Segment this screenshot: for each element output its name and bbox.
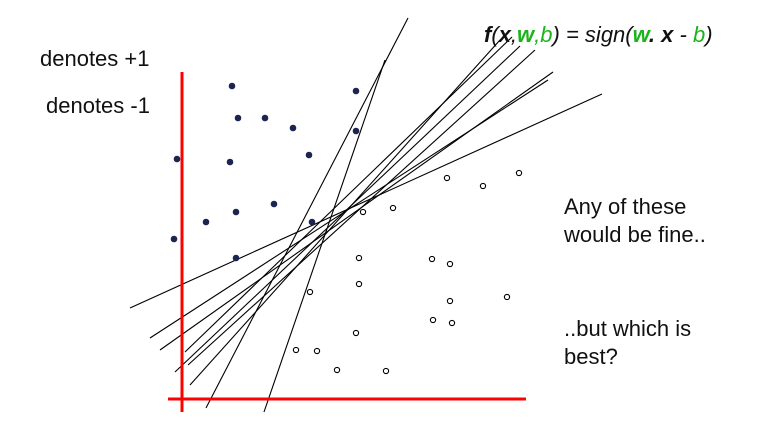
negative-point <box>429 316 437 324</box>
note-which-best: ..but which is best? <box>564 315 691 371</box>
positive-point <box>308 218 316 226</box>
formula-x: x <box>498 22 511 47</box>
formula-comma1: , <box>510 22 518 47</box>
note-any-fine: Any of these would be fine.. <box>564 193 706 249</box>
positive-point <box>305 151 313 159</box>
formula-b2: b <box>692 22 706 47</box>
positive-point <box>228 82 236 90</box>
separating-line <box>149 79 549 339</box>
negative-point <box>446 297 454 305</box>
separating-line <box>187 49 536 366</box>
negative-point <box>333 366 341 374</box>
note-line: ..but which is <box>564 316 692 341</box>
positive-point <box>173 155 181 163</box>
legend-negative-label: denotes -1 <box>46 93 150 118</box>
negative-point <box>292 346 300 354</box>
positive-point <box>170 235 178 243</box>
negative-point <box>479 182 487 190</box>
note-line: would be fine.. <box>564 222 706 247</box>
formula-minus: - <box>673 22 693 47</box>
formula-comma2: , <box>534 22 541 47</box>
negative-points <box>292 169 523 375</box>
axes <box>168 72 526 412</box>
negative-point <box>446 260 454 268</box>
formula-dot: . <box>648 22 662 47</box>
negative-point <box>355 254 363 262</box>
negative-point <box>306 288 314 296</box>
formula-b: b <box>540 22 553 47</box>
negative-point <box>355 280 363 288</box>
separating-lines <box>129 17 603 413</box>
positive-point <box>352 127 360 135</box>
positive-point <box>226 158 234 166</box>
positive-point <box>232 208 240 216</box>
formula-x2: x <box>661 22 674 47</box>
separating-line <box>189 39 501 386</box>
separating-line <box>205 17 409 409</box>
negative-point <box>428 255 436 263</box>
note-line: best? <box>564 344 618 369</box>
formula-f: f <box>484 22 492 47</box>
separating-line <box>159 71 554 351</box>
formula-open: ( <box>491 22 499 47</box>
note-line: Any of these <box>564 194 687 219</box>
negative-point <box>448 319 456 327</box>
negative-point <box>352 329 360 337</box>
negative-point <box>382 367 390 375</box>
negative-point <box>313 347 321 355</box>
positive-point <box>234 114 242 122</box>
separating-line <box>129 93 603 309</box>
formula-w2: w <box>632 22 649 47</box>
negative-point <box>389 204 397 212</box>
positive-point <box>202 218 210 226</box>
negative-point <box>515 169 523 177</box>
formula-sign: ) = sign( <box>552 22 633 47</box>
classifier-formula: f(x,w,b) = sign(w. x - b) <box>484 22 713 48</box>
positive-point <box>261 114 269 122</box>
formula-w: w <box>517 22 535 47</box>
negative-point <box>503 293 511 301</box>
legend-positive-label: denotes +1 <box>40 46 150 71</box>
positive-point <box>270 200 278 208</box>
negative-point <box>359 208 367 216</box>
positive-point <box>352 87 360 95</box>
formula-end: ) <box>705 22 713 47</box>
positive-points <box>170 82 360 262</box>
positive-point <box>289 124 297 132</box>
separating-line <box>184 36 513 353</box>
positive-point <box>232 254 240 262</box>
negative-point <box>443 174 451 182</box>
